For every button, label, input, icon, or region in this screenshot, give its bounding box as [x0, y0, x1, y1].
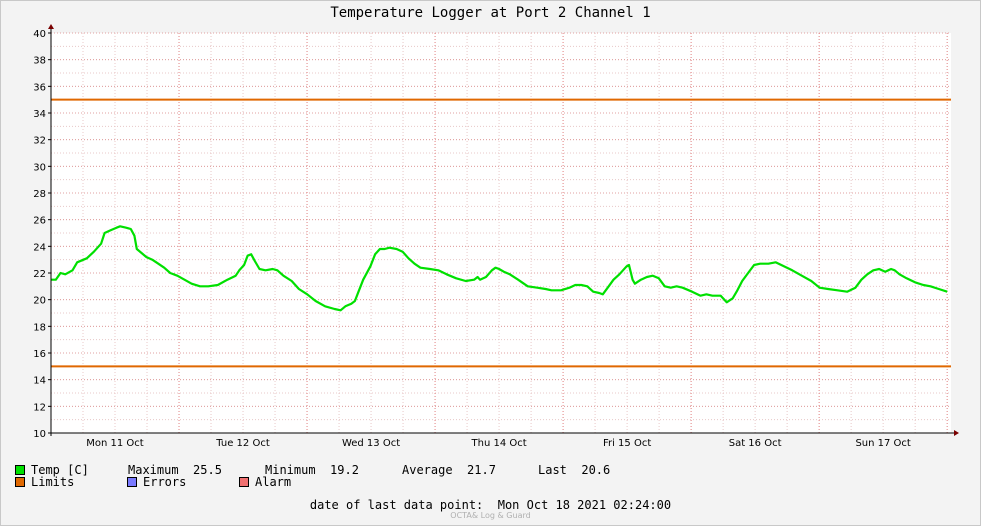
maximum-label: Maximum [128, 463, 179, 477]
x-tick-label: Thu 14 Oct [471, 438, 527, 449]
legend-errors-label: Errors [143, 475, 187, 489]
maximum-value: 25.5 [193, 463, 222, 477]
legend-temp-label: Temp [C] [31, 463, 89, 477]
y-tick-label: 36 [33, 82, 46, 93]
x-tick-label: Wed 13 Oct [342, 438, 400, 449]
x-tick-label: Sat 16 Oct [729, 438, 782, 449]
legend-errors: Errors [127, 475, 239, 489]
legend-alarm: Alarm [239, 475, 291, 489]
x-tick-label: Mon 11 Oct [86, 438, 144, 449]
temperature-series [51, 225, 948, 312]
average-value: 21.7 [467, 463, 496, 477]
y-tick-label: 14 [33, 376, 46, 387]
axes [48, 24, 959, 436]
legend-row-status: Limits Errors Alarm [15, 475, 291, 489]
y-tick-label: 10 [33, 429, 46, 440]
watermark-text: OCTA& Log & Guard [450, 511, 531, 520]
alarm-swatch [239, 477, 249, 487]
y-tick-label: 26 [33, 216, 46, 227]
stat-minimum: Minimum 19.2 [265, 463, 402, 477]
x-tick-label: Fri 15 Oct [603, 438, 651, 449]
y-tick-label: 40 [33, 29, 46, 40]
y-tick-label: 30 [33, 162, 46, 173]
legend-alarm-label: Alarm [255, 475, 292, 489]
last-data-point-text: date of last data point: Mon Oct 18 2021… [309, 498, 672, 512]
y-tick-label: 32 [33, 136, 46, 147]
y-axis-arrow [48, 24, 54, 29]
errors-swatch [127, 477, 137, 487]
limit-lines [51, 98, 951, 368]
y-tick-label: 22 [33, 269, 46, 280]
average-label: Average [402, 463, 453, 477]
legend-temp: Temp [C] [15, 463, 128, 477]
x-axis-arrow [954, 430, 959, 436]
y-tick-label: 16 [33, 349, 46, 360]
y-axis-ticks: 10 12 14 16 18 20 22 24 26 28 30 32 34 36 38 40 [33, 29, 51, 440]
last-value: 20.6 [581, 463, 611, 477]
y-tick-label: 34 [33, 109, 46, 120]
minimum-label: Minimum [265, 463, 316, 477]
x-tick-label: Tue 12 Oct [215, 438, 270, 449]
legend-limits: Limits [15, 475, 127, 489]
limits-swatch [15, 477, 25, 487]
y-tick-label: 24 [33, 242, 46, 253]
temp-swatch [15, 465, 25, 475]
y-tick-label: 12 [33, 402, 46, 413]
chart-title: Temperature Logger at Port 2 Channel 1 [330, 5, 651, 21]
x-tick-label: Sun 17 Oct [855, 438, 910, 449]
y-tick-label: 20 [33, 296, 46, 307]
stat-maximum: Maximum 25.5 [128, 463, 265, 477]
x-axis-ticks: Mon 11 Oct Tue 12 Oct Wed 13 Oct Thu 14 Oct… [86, 438, 911, 449]
minimum-value: 19.2 [330, 463, 359, 477]
stat-average: Average 21.7 [402, 463, 538, 477]
y-tick-label: 28 [33, 189, 46, 200]
stat-last: Last 20.6 [538, 463, 610, 477]
temperature-line [51, 225, 948, 312]
legend-limits-label: Limits [31, 475, 75, 489]
y-tick-label: 38 [33, 56, 46, 67]
last-label: Last [538, 463, 567, 477]
legend-row-stats: Temp [C] Maximum 25.5 Minimum 19.2 Avera… [15, 463, 610, 477]
y-tick-label: 18 [33, 322, 46, 333]
